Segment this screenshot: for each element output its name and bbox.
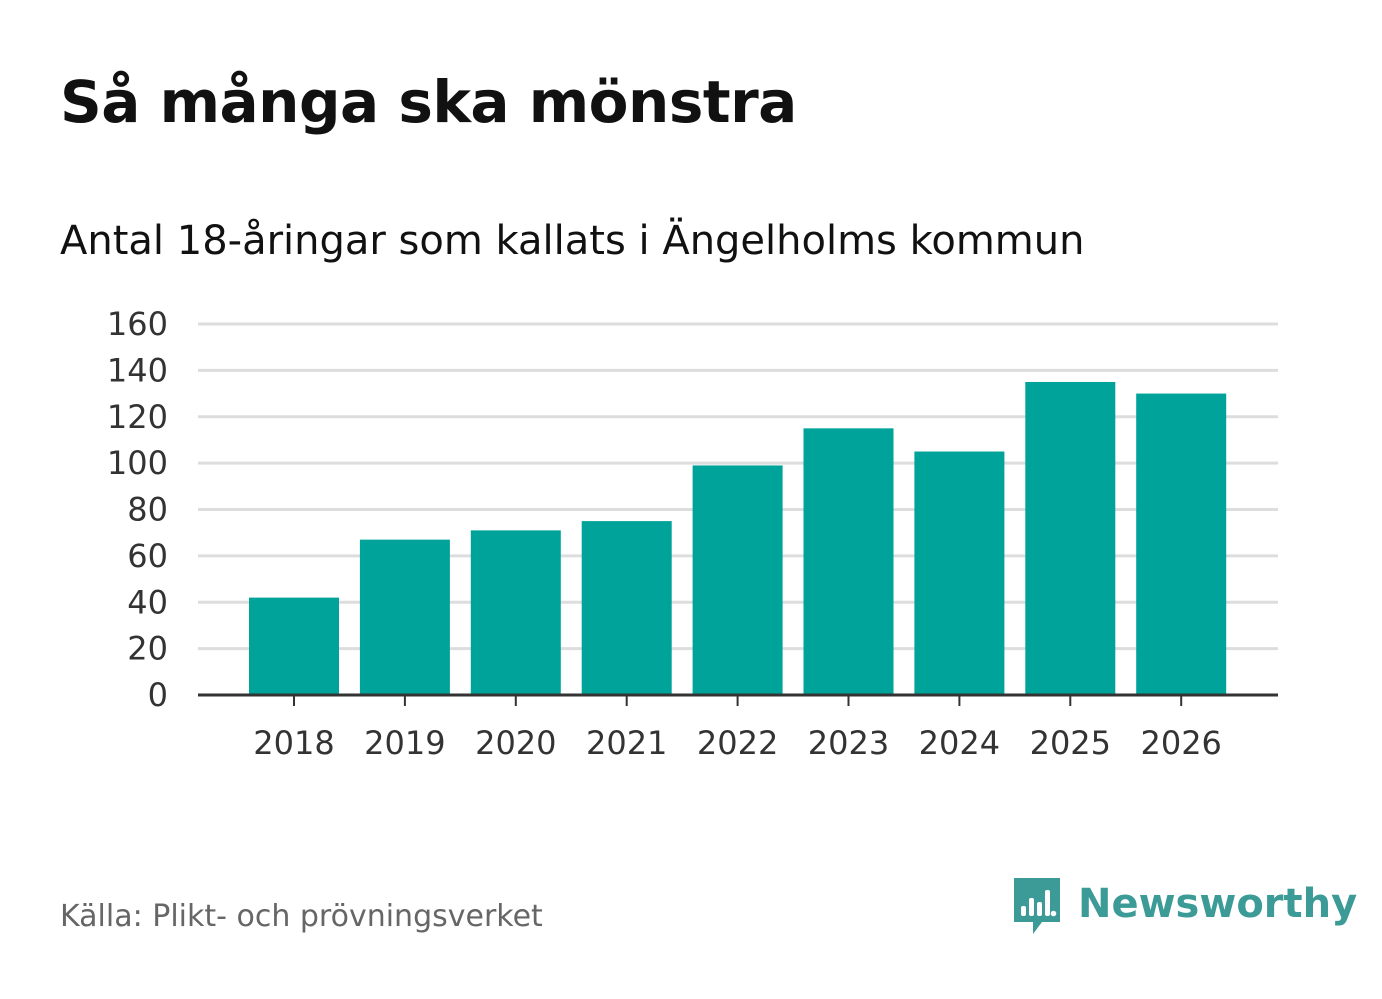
bar-2020 [470,530,561,695]
bars [249,381,1227,695]
chart-title: Så många ska mönstra [60,68,797,136]
y-tick-label: 0 [148,676,168,714]
x-axis-labels: 2018 2019 2020 2021 2022 2023 2024 2025 2026 [253,724,1222,762]
y-axis-labels: 0 20 40 60 80 100 120 140 160 [107,305,168,714]
x-tick-label: 2019 [364,724,445,762]
bar-2023 [803,428,894,695]
x-tick-label: 2023 [808,724,889,762]
bar-2021 [581,521,672,695]
y-tick-label: 120 [107,398,168,436]
y-tick-label: 40 [127,583,168,621]
x-tick-label: 2025 [1030,724,1111,762]
bar-2024 [914,451,1005,695]
bar-2018 [249,597,339,695]
x-tick-label: 2020 [475,724,556,762]
brand-logo: Newsworthy [1012,876,1357,942]
y-tick-label: 100 [107,444,168,482]
newsworthy-logo-icon [1014,878,1060,934]
x-tick-label: 2022 [697,724,778,762]
bar-2026 [1136,393,1227,695]
x-tick-label: 2021 [586,724,667,762]
brand-name: Newsworthy [1078,881,1358,927]
y-tick-label: 160 [107,305,168,343]
x-tick-label: 2024 [919,724,1000,762]
bar-2025 [1025,381,1116,695]
y-tick-label: 80 [127,491,168,529]
y-tick-label: 140 [107,351,168,389]
bar-2019 [359,539,450,695]
y-tick-label: 60 [127,537,168,575]
x-axis [198,693,1278,706]
chart-subtitle: Antal 18-åringar som kallats i Ängelholm… [60,218,1085,264]
bar-2022 [692,465,783,695]
x-tick-label: 2018 [253,724,334,762]
y-tick-label: 20 [127,630,168,668]
source-note: Källa: Plikt- och prövningsverket [60,899,543,934]
x-tick-label: 2026 [1140,724,1221,762]
